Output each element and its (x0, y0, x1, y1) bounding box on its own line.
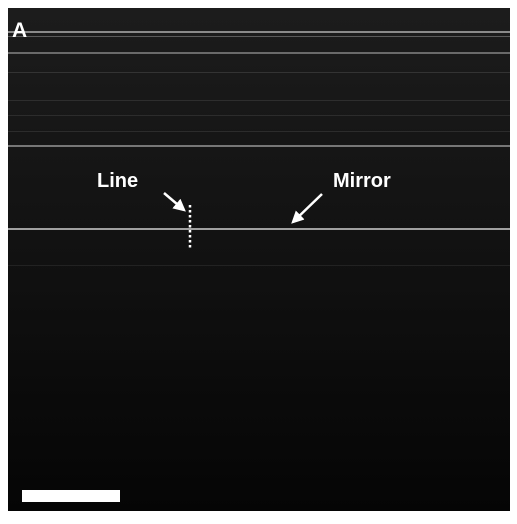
scale-bar (22, 490, 120, 502)
reflection-line (8, 131, 510, 132)
reflection-line (8, 145, 510, 147)
reflection-line (8, 265, 510, 266)
reflection-line (8, 36, 510, 37)
page: A Line Mirror (() => { const data = JSON… (0, 0, 517, 519)
reflection-line (8, 72, 510, 73)
mirror-line (8, 228, 510, 230)
reflection-line (8, 100, 510, 101)
reflection-line (8, 52, 510, 54)
figure-panel: A Line Mirror (0, 0, 517, 519)
annotation-label: Mirror (333, 170, 391, 192)
panel-label: A (12, 19, 27, 42)
annotation-label: Line (97, 170, 138, 192)
image-background (8, 8, 510, 511)
reflection-line (8, 31, 510, 33)
reflection-line (8, 115, 510, 116)
